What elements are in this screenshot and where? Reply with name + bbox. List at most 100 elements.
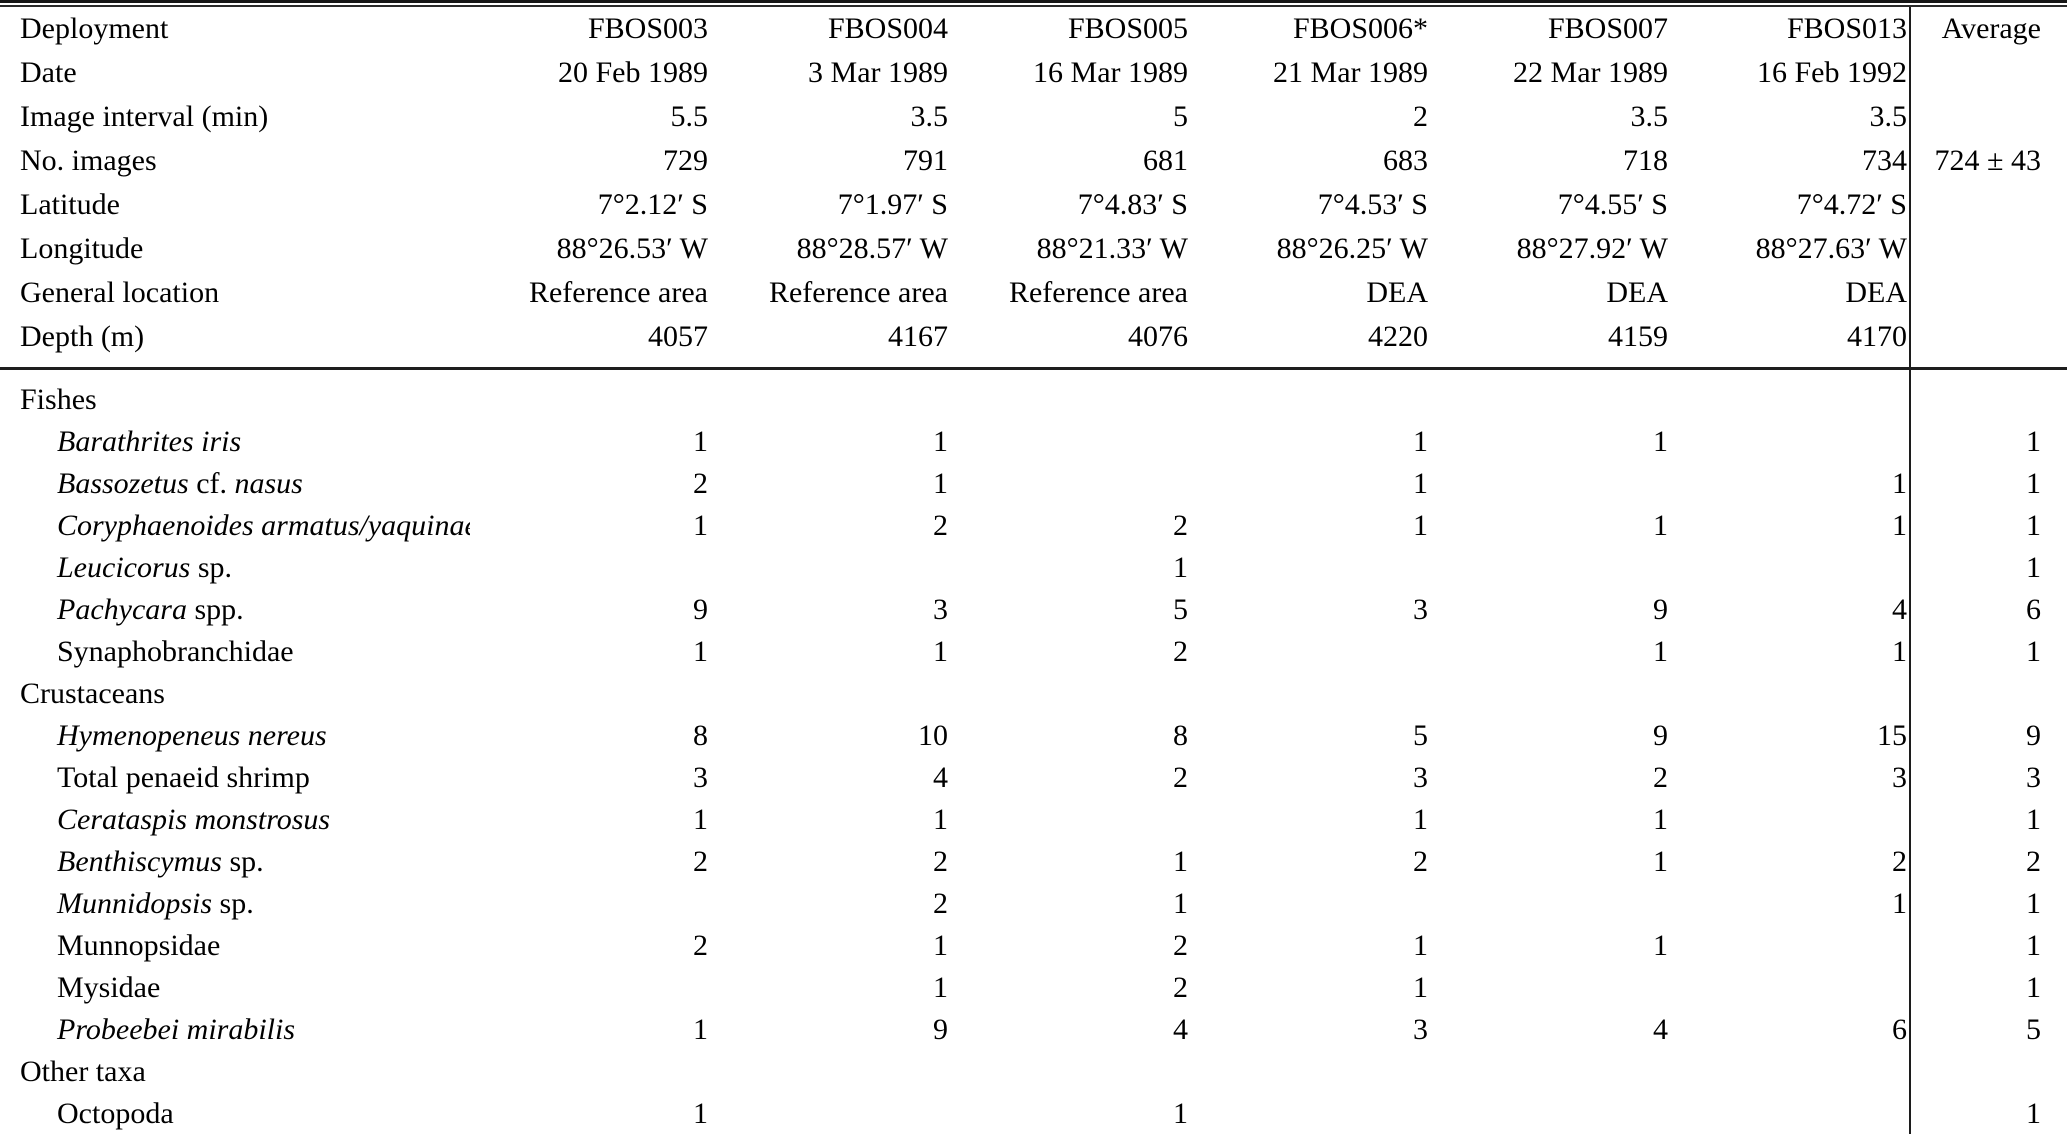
- row-label: Depth (m): [0, 315, 470, 370]
- count-fbos007: 4: [1653, 1013, 1668, 1047]
- row-label: Date: [20, 56, 77, 90]
- cell-fbos005: FBOS005: [1067, 12, 1188, 46]
- count-fbos004: 9: [933, 1013, 948, 1047]
- count-fbos005: [950, 369, 1190, 422]
- count-average: 1: [1909, 799, 2067, 841]
- count-fbos006: 5: [1413, 719, 1428, 753]
- cell-fbos003: FBOS003: [587, 12, 708, 46]
- count-fbos013: 15: [1877, 719, 1907, 753]
- row-label: Deployment: [20, 12, 169, 46]
- taxon-name-roman: sp.: [212, 887, 254, 921]
- count-fbos005: [950, 799, 1190, 841]
- count-fbos003: [470, 883, 710, 925]
- cell-fbos005: 681: [1143, 144, 1188, 178]
- taxon-name-roman: Crustaceans: [20, 677, 165, 711]
- count-fbos005: [950, 673, 1190, 715]
- count-fbos004: 1: [933, 971, 948, 1005]
- count-fbos006: 3: [1413, 761, 1428, 795]
- deployment-observations-table: Deployment FBOS003 FBOS004 FBOS005 FBOS0…: [0, 7, 2067, 1134]
- cell-fbos013: FBOS013: [1786, 12, 1907, 46]
- count-fbos013: 4: [1892, 593, 1907, 627]
- taxon-row: Pachycara spp. 9 3 5 3 9 4 6: [0, 589, 2067, 631]
- info-row: Image interval (min) 5.5 3.5 5 2 3.5 3.5: [0, 95, 2067, 139]
- taxon-name-roman: sp.: [190, 551, 233, 585]
- count-fbos005: 2: [1173, 761, 1188, 795]
- taxon-name-roman: Mysidae: [57, 971, 161, 1005]
- count-fbos004: 10: [918, 719, 948, 753]
- taxon-label: Bassozetus cf. nasus: [0, 463, 470, 505]
- taxon-row: Other taxa: [0, 1051, 2067, 1093]
- count-fbos006: [1190, 369, 1430, 422]
- count-fbos003: [470, 967, 710, 1009]
- taxon-label: Munnopsidae: [0, 925, 470, 967]
- top-rule: [0, 0, 2067, 7]
- count-fbos013: 6: [1892, 1013, 1907, 1047]
- count-fbos003: 2: [693, 467, 708, 501]
- count-fbos013: [1670, 1093, 1910, 1134]
- count-average: [1909, 368, 2067, 421]
- taxon-row: Cerataspis monstrosus 1 1 1 1 1: [0, 799, 2067, 841]
- taxon-row: Octopoda 1 1 1: [0, 1093, 2067, 1134]
- count-fbos005: 2: [1173, 635, 1188, 669]
- taxon-label: Leucicorus sp.: [0, 547, 470, 589]
- count-fbos005: [950, 1051, 1190, 1093]
- cell-average: [1909, 51, 2067, 95]
- count-average: [1909, 673, 2067, 715]
- taxon-name-italic: Munnidopsis: [57, 887, 213, 921]
- cell-fbos003: 20 Feb 1989: [558, 56, 708, 90]
- cell-fbos007: FBOS007: [1547, 12, 1668, 46]
- row-label: Longitude: [20, 232, 144, 266]
- count-average: 1: [1909, 505, 2067, 547]
- count-fbos007: [1430, 547, 1670, 589]
- taxon-row: Synaphobranchidae 1 1 2 1 1 1: [0, 631, 2067, 673]
- count-fbos006: 1: [1413, 425, 1428, 459]
- count-fbos004: 2: [933, 845, 948, 879]
- cell-fbos013: 3.5: [1869, 100, 1908, 134]
- cell-fbos007: 88°27.92′ W: [1516, 232, 1668, 266]
- taxon-label: Pachycara spp.: [0, 589, 470, 631]
- count-average: 1: [1909, 631, 2067, 673]
- cell-average: [1909, 271, 2067, 315]
- count-average: 1: [1909, 463, 2067, 505]
- cell-fbos007: 22 Mar 1989: [1513, 56, 1668, 90]
- count-fbos005: 1: [1173, 1097, 1188, 1131]
- cell-fbos006: 88°26.25′ W: [1276, 232, 1428, 266]
- count-fbos006: [1190, 631, 1430, 673]
- count-fbos003: 1: [693, 509, 708, 543]
- count-fbos004: [710, 673, 950, 715]
- taxon-label: Hymenopeneus nereus: [0, 715, 470, 757]
- taxon-row: Munnopsidae 2 1 2 1 1 1: [0, 925, 2067, 967]
- count-fbos006: [1190, 547, 1430, 589]
- count-fbos004: 4: [933, 761, 948, 795]
- cell-fbos004: 88°28.57′ W: [796, 232, 948, 266]
- cell-fbos003: Reference area: [528, 276, 708, 310]
- count-fbos013: 1: [1892, 635, 1907, 669]
- taxon-label: Barathrites iris: [0, 421, 470, 463]
- taxon-name-italic: Leucicorus: [57, 551, 191, 585]
- cell-fbos004: 3 Mar 1989: [808, 56, 948, 90]
- taxon-name-roman: Synaphobranchidae: [57, 635, 294, 669]
- count-fbos004: [710, 369, 950, 422]
- count-average: 9: [1909, 715, 2067, 757]
- count-fbos007: 1: [1653, 509, 1668, 543]
- count-fbos005: [950, 421, 1190, 463]
- count-fbos007: [1430, 967, 1670, 1009]
- count-fbos013: [1670, 1051, 1910, 1093]
- info-row: Date 20 Feb 1989 3 Mar 1989 16 Mar 1989 …: [0, 51, 2067, 95]
- cell-fbos003: 88°26.53′ W: [556, 232, 708, 266]
- count-fbos007: 1: [1653, 635, 1668, 669]
- count-fbos004: 1: [933, 467, 948, 501]
- cell-fbos006: 7°4.53′ S: [1317, 188, 1428, 222]
- count-fbos003: [470, 369, 710, 422]
- count-fbos006: 1: [1413, 803, 1428, 837]
- taxon-name-roman: sp.: [221, 845, 264, 879]
- count-fbos004: [710, 1051, 950, 1093]
- count-fbos005: 5: [1173, 593, 1188, 627]
- count-fbos003: 2: [693, 845, 708, 879]
- cell-fbos006: FBOS006*: [1292, 12, 1428, 46]
- cell-fbos005: Reference area: [1008, 276, 1188, 310]
- cell-fbos013: 16 Feb 1992: [1757, 56, 1907, 90]
- taxon-name-italic: Benthiscymus: [57, 845, 222, 879]
- taxon-name-italic: Coryphaenoides armatus/yaquinae: [57, 509, 470, 543]
- count-fbos005: 8: [1173, 719, 1188, 753]
